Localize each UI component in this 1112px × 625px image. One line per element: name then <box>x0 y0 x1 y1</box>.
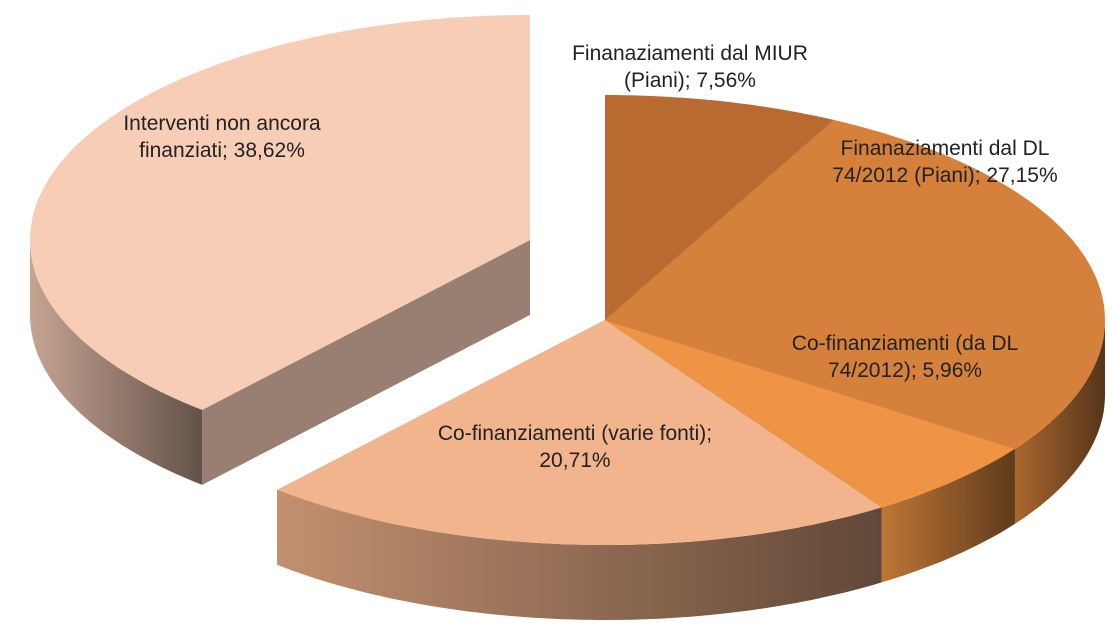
data-label-box: Interventi non ancora finanziati; 38,62% <box>123 112 321 163</box>
slice-side <box>202 240 530 485</box>
slice-wall <box>277 489 882 620</box>
pie-slice <box>605 119 1105 449</box>
data-label-box: Co-finanziamenti (varie fonti); 20,71% <box>437 422 713 473</box>
slice-wall <box>1014 320 1105 524</box>
pie-slice <box>277 320 882 545</box>
data-label: Finanaziamenti dal DL 74/2012 (Piani); 2… <box>832 137 1058 188</box>
data-label: Co-finanziamenti (varie fonti); 20,71% <box>437 422 713 473</box>
slice-wall <box>881 448 1015 583</box>
pie-slice <box>605 320 1015 508</box>
data-label-box: Finanaziamenti dal MIUR (Piani); 7,56% <box>572 42 808 93</box>
pie-slice <box>605 95 834 320</box>
data-label-box: Co-finanziamenti (da DL 74/2012); 5,96% <box>791 332 1019 383</box>
slice-wall <box>30 240 203 485</box>
data-label: Co-finanziamenti (da DL 74/2012); 5,96% <box>791 332 1019 383</box>
data-label: Interventi non ancora finanziati; 38,62% <box>123 112 321 163</box>
data-label-box: Finanaziamenti dal DL 74/2012 (Piani); 2… <box>832 137 1058 188</box>
pie-slice <box>30 15 530 410</box>
data-label: Finanaziamenti dal MIUR (Piani); 7,56% <box>572 42 808 93</box>
